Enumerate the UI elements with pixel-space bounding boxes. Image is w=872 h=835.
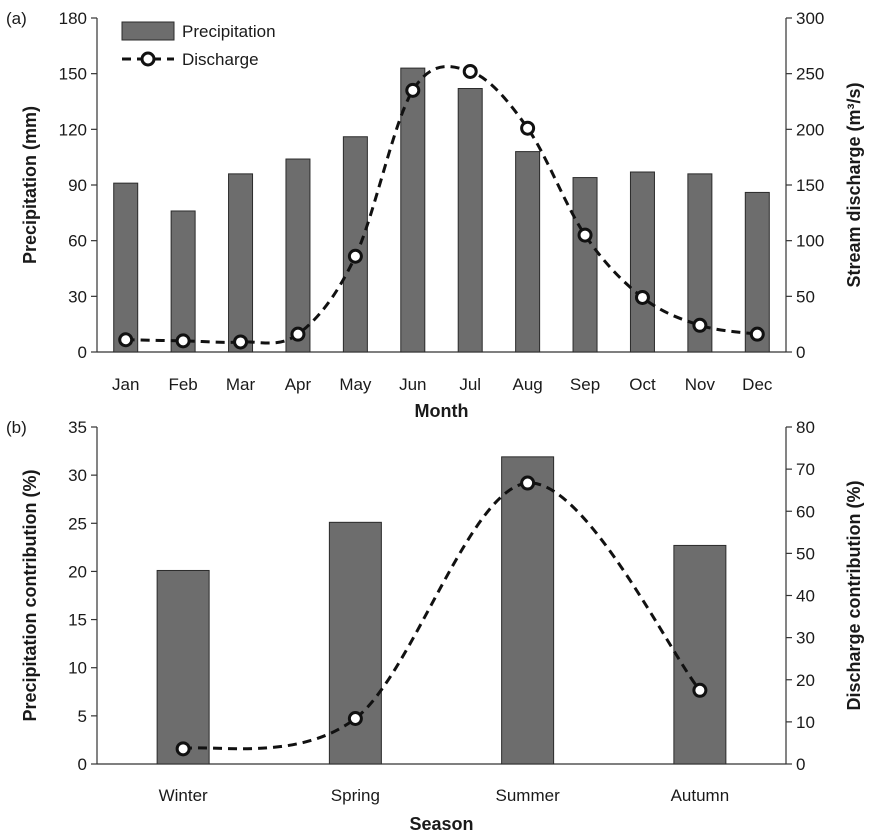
x-tick-label: Jan — [112, 375, 139, 394]
y-left-tick-label: 35 — [68, 418, 87, 437]
panel-b-chart: (b) 0 5 10 15 20 25 30 35 0 10 20 30 40 50 60 70 80 Winter… — [6, 418, 864, 834]
x-tick-label: Spring — [331, 786, 380, 805]
y-left-tick-label: 5 — [78, 707, 87, 726]
bar-dec — [744, 191, 770, 353]
discharge-point-spring — [347, 711, 363, 727]
y-right-tick-label: 30 — [796, 629, 815, 648]
bar-winter — [156, 569, 210, 765]
x-tick-label: Autumn — [671, 786, 730, 805]
y-right-tick-label: 150 — [796, 176, 824, 195]
y-left-tick-label: 30 — [68, 466, 87, 485]
y-right-tick-label: 100 — [796, 232, 824, 251]
legend-precip-label: Precipitation — [182, 22, 276, 41]
bar-oct — [629, 171, 655, 353]
discharge-point-winter — [175, 741, 191, 757]
discharge-point-feb — [175, 333, 191, 349]
y-right-tick-label: 0 — [796, 343, 805, 362]
discharge-point-autumn — [692, 682, 708, 698]
y-left-tick-label: 20 — [68, 562, 87, 581]
x-tick-label: Feb — [168, 375, 197, 394]
y-right-tick-label: 10 — [796, 713, 815, 732]
y-right-tick-label: 250 — [796, 65, 824, 84]
discharge-curve — [182, 481, 702, 751]
x-tick-label: Apr — [285, 375, 312, 394]
x-tick-label: Summer — [496, 786, 561, 805]
y-right-tick-label: 0 — [796, 755, 805, 774]
y-right-tick-label: 80 — [796, 418, 815, 437]
discharge-point-summer — [520, 475, 536, 491]
legend-discharge-label: Discharge — [182, 50, 259, 69]
bar-spring — [328, 521, 382, 765]
x-tick-label: Mar — [226, 375, 256, 394]
x-tick-label: Jul — [459, 375, 481, 394]
y-left-tick-label: 120 — [59, 120, 87, 139]
bar-jul — [457, 88, 483, 353]
y-left-tick-label: 0 — [78, 755, 87, 774]
y-right-tick-label: 20 — [796, 671, 815, 690]
bar-sep — [572, 177, 598, 353]
bar-jan — [113, 182, 139, 353]
discharge-point-jan — [118, 332, 134, 348]
bar-apr — [285, 158, 311, 353]
bar-mar — [228, 173, 254, 353]
discharge-point-dec — [749, 326, 765, 342]
discharge-point-apr — [290, 326, 306, 342]
y-right-tick-label: 40 — [796, 587, 815, 606]
y-left-tick-label: 30 — [68, 287, 87, 306]
y-left-tick-label: 0 — [78, 343, 87, 362]
x-tick-label: Oct — [629, 375, 656, 394]
discharge-point-mar — [233, 334, 249, 350]
discharge-point-nov — [692, 317, 708, 333]
discharge-point-sep — [577, 227, 593, 243]
y-right-axis-label: Discharge contribution (%) — [844, 480, 864, 710]
y-left-axis-label: Precipitation (mm) — [20, 106, 40, 264]
x-tick-label: Dec — [742, 375, 773, 394]
y-right-tick-label: 70 — [796, 460, 815, 479]
y-right-tick-label: 60 — [796, 502, 815, 521]
x-tick-label: Jun — [399, 375, 426, 394]
y-left-axis-label: Precipitation contribution (%) — [20, 470, 40, 722]
panel-label: (b) — [6, 418, 27, 437]
discharge-curve — [125, 65, 758, 345]
discharge-point-oct — [634, 289, 650, 305]
bar-jun — [400, 67, 426, 353]
legend-precip-swatch — [121, 21, 175, 41]
bar-autumn — [673, 544, 727, 765]
legend-discharge-marker — [140, 51, 156, 67]
y-left-tick-label: 15 — [68, 611, 87, 630]
panel-a-chart: (a) 0 30 60 90 120 150 180 0 50 100 150 200 250 300 Jan… — [6, 9, 864, 421]
y-left-tick-label: 180 — [59, 9, 87, 28]
legend: Precipitation Discharge — [121, 21, 276, 69]
x-tick-label: Sep — [570, 375, 600, 394]
x-tick-label: Winter — [159, 786, 208, 805]
bar-feb — [170, 210, 196, 353]
bar-summer — [501, 456, 555, 765]
x-tick-label: Aug — [513, 375, 543, 394]
x-tick-label: Nov — [685, 375, 716, 394]
bar-may — [342, 136, 368, 353]
y-right-tick-label: 50 — [796, 544, 815, 563]
x-axis-label: Season — [409, 814, 473, 834]
discharge-point-jul — [462, 63, 478, 79]
discharge-point-jun — [405, 82, 421, 98]
panel-label: (a) — [6, 9, 27, 28]
bar-aug — [515, 151, 541, 353]
y-left-tick-label: 10 — [68, 659, 87, 678]
x-axis-label: Month — [415, 401, 469, 421]
discharge-point-may — [347, 248, 363, 264]
y-right-tick-label: 50 — [796, 287, 815, 306]
y-left-tick-label: 25 — [68, 514, 87, 533]
y-right-tick-label: 300 — [796, 9, 824, 28]
y-left-tick-label: 60 — [68, 232, 87, 251]
discharge-point-aug — [520, 120, 536, 136]
x-tick-label: May — [339, 375, 372, 394]
y-right-tick-label: 200 — [796, 120, 824, 139]
y-right-axis-label: Stream discharge (m³/s) — [844, 82, 864, 287]
y-left-tick-label: 150 — [59, 65, 87, 84]
y-left-tick-label: 90 — [68, 176, 87, 195]
